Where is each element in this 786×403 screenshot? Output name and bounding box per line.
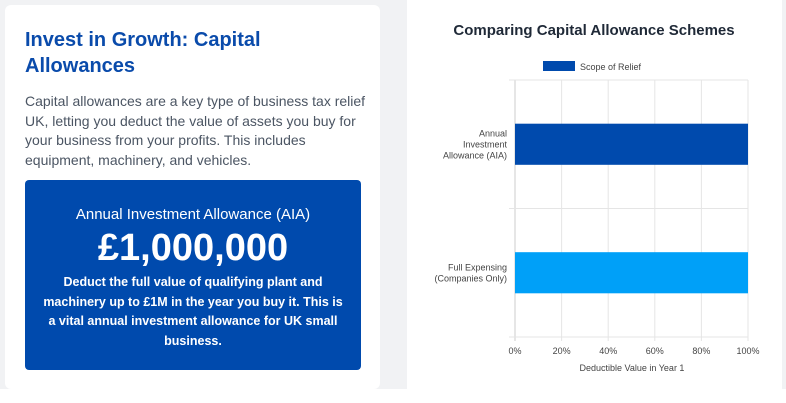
x-tick-label: 60% (646, 346, 664, 356)
aia-highlight-box: Annual Investment Allowance (AIA) £1,000… (25, 180, 361, 370)
legend-label[interactable]: Scope of Relief (580, 62, 642, 72)
x-tick-label: 20% (553, 346, 571, 356)
x-tick-label: 0% (508, 346, 521, 356)
y-category-label: (Companies Only) (434, 273, 507, 283)
y-category-label: Investment (463, 139, 508, 149)
y-category-label: Allowance (AIA) (443, 150, 507, 160)
card-title: Invest in Growth: Capital Allowances (25, 29, 261, 77)
chart-panel: Comparing Capital Allowance Schemes Scop… (407, 0, 782, 389)
aia-label: Annual Investment Allowance (AIA) (75, 206, 311, 223)
info-card: Invest in Growth: Capital Allowances Cap… (5, 5, 380, 389)
legend-swatch[interactable] (543, 61, 575, 71)
chart-title: Comparing Capital Allowance Schemes (453, 22, 734, 39)
y-category-label: Full Expensing (448, 262, 507, 272)
aia-amount: £1,000,000 (97, 227, 289, 269)
bar[interactable] (515, 252, 748, 294)
bar[interactable] (515, 123, 748, 165)
x-tick-label: 80% (692, 346, 710, 356)
card-description: Capital allowances are a key type of bus… (25, 93, 366, 168)
y-category-label: Annual (479, 128, 507, 138)
x-tick-label: 100% (736, 346, 759, 356)
aia-description: Deduct the full value of qualifying plan… (43, 275, 343, 348)
bar-chart: Comparing Capital Allowance Schemes Scop… (434, 22, 759, 373)
x-tick-label: 40% (599, 346, 617, 356)
x-axis-label: Deductible Value in Year 1 (580, 363, 685, 373)
